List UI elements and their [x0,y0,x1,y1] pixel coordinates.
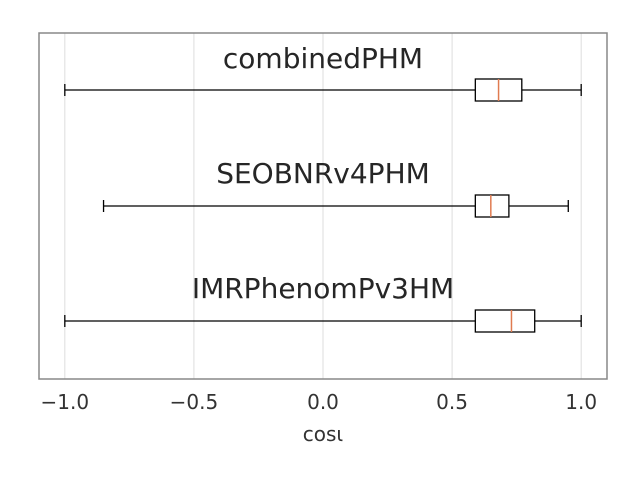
series-label: IMRPhenomPv3HM [192,272,454,305]
x-tick-labels: −1.0 −0.5 0.0 0.5 1.0 [41,390,598,414]
x-tick-label-0: −1.0 [41,390,90,414]
x-tick-label-1: −0.5 [170,390,219,414]
series-group: combinedPHM SEOBNRv4PHM IMRPhenomPv3HM [64,42,582,333]
x-axis-label: cosι [303,422,344,446]
series-3: IMRPhenomPv3HM [64,272,582,333]
iqr-box [474,194,510,218]
plot-frame [38,32,608,380]
series-label: SEOBNRv4PHM [216,157,430,190]
series-label: combinedPHM [223,42,423,75]
iqr-box [474,309,536,333]
series-1: combinedPHM [64,42,582,102]
series-2: SEOBNRv4PHM [102,157,569,218]
x-tick-label-2: 0.0 [307,390,339,414]
x-tick-label-3: 0.5 [436,390,468,414]
x-tick-label-4: 1.0 [565,390,597,414]
